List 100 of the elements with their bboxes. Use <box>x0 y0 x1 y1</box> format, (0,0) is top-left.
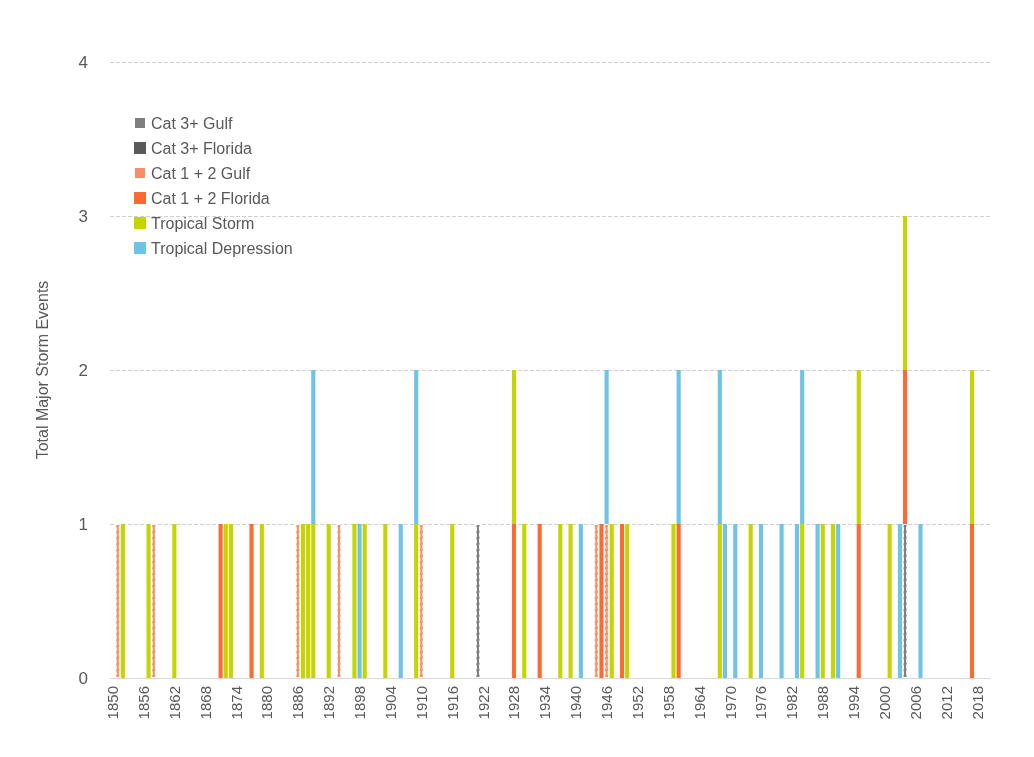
x-tick-label: 1970 <box>721 686 739 720</box>
bar <box>903 524 908 678</box>
bar <box>779 524 784 678</box>
x-tick-label: 1916 <box>443 686 461 720</box>
bar <box>362 524 367 678</box>
bar <box>151 524 156 678</box>
x-tick-label: 1904 <box>381 686 399 720</box>
bar <box>717 370 722 524</box>
bar <box>120 524 125 678</box>
bar <box>568 524 573 678</box>
bar <box>604 370 609 524</box>
x-tick-label: 1868 <box>196 686 214 720</box>
x-tick-label: 1892 <box>320 686 338 720</box>
bar <box>625 524 630 678</box>
bar <box>558 524 563 678</box>
bar <box>717 524 722 678</box>
legend-label: Cat 3+ Gulf <box>151 114 233 132</box>
x-tick-label: 1994 <box>845 686 863 720</box>
y-axis-title: Total Major Storm Events <box>33 280 51 460</box>
y-tick-label: 4 <box>78 52 88 72</box>
bar <box>115 524 120 678</box>
bar <box>794 524 800 678</box>
x-tick-label: 2006 <box>906 686 924 720</box>
bar <box>228 524 233 678</box>
legend-label: Tropical Depression <box>151 239 293 257</box>
x-tick-label: 1934 <box>536 686 554 720</box>
bar <box>511 524 517 678</box>
bar <box>604 524 609 678</box>
bar <box>969 524 975 678</box>
legend-label: Cat 3+ Florida <box>151 139 253 157</box>
x-tick-label: 1898 <box>351 686 369 720</box>
x-tick-label: 1952 <box>628 686 646 720</box>
x-tick-label: 1964 <box>690 686 708 720</box>
bar <box>383 524 388 678</box>
bar <box>820 524 825 678</box>
y-tick-label: 2 <box>78 360 88 380</box>
legend-label: Cat 1 + 2 Florida <box>151 189 270 207</box>
bar <box>969 370 975 524</box>
x-tick-label: 1910 <box>412 686 430 720</box>
x-tick-label: 1862 <box>165 686 183 720</box>
bar <box>594 524 599 678</box>
bar <box>830 524 836 678</box>
bar <box>897 524 902 678</box>
bar <box>311 370 316 524</box>
x-tick-label: 1958 <box>659 686 677 720</box>
x-tick-label: 2018 <box>968 686 986 720</box>
legend-label: Cat 1 + 2 Gulf <box>151 164 251 182</box>
x-tick-label: 1874 <box>227 686 245 720</box>
bar <box>800 370 805 524</box>
x-tick-label: 1886 <box>289 686 307 720</box>
x-tick-label: 1922 <box>474 686 492 720</box>
bar <box>398 524 403 678</box>
y-tick-label: 1 <box>78 514 88 534</box>
bar <box>414 524 419 678</box>
bar <box>522 524 527 678</box>
bar <box>748 524 753 678</box>
bar <box>671 524 676 678</box>
bar <box>295 524 300 678</box>
bar <box>903 370 908 524</box>
bar <box>218 524 223 678</box>
bar <box>856 370 861 524</box>
y-tick-label: 3 <box>78 206 88 226</box>
bar <box>758 524 764 678</box>
x-tick-label: 1946 <box>598 686 616 720</box>
x-tick-label: 1940 <box>567 686 585 720</box>
y-tick-label: 0 <box>78 668 88 688</box>
bar <box>357 524 362 678</box>
bar <box>450 524 455 678</box>
bar <box>887 524 892 678</box>
x-tick-label: 2012 <box>937 686 955 720</box>
bar <box>619 524 625 678</box>
bar <box>599 524 604 678</box>
bar <box>352 524 357 678</box>
bar <box>609 524 614 678</box>
bar <box>336 524 342 678</box>
bar <box>578 524 583 678</box>
bar <box>475 524 481 678</box>
bar <box>300 524 306 678</box>
x-tick-label: 1988 <box>814 686 832 720</box>
bar <box>676 370 681 524</box>
x-tick-label: 1982 <box>783 686 801 720</box>
bar <box>511 370 517 524</box>
bar <box>800 524 805 678</box>
bar <box>326 524 331 678</box>
bar <box>722 524 728 678</box>
bar <box>146 524 151 678</box>
bar <box>918 524 923 678</box>
bar <box>856 524 861 678</box>
x-tick-label: 1856 <box>134 686 152 720</box>
x-tick-label: 1976 <box>752 686 770 720</box>
x-tick-label: 1880 <box>258 686 276 720</box>
bar <box>836 524 841 678</box>
x-tick-label: 2000 <box>876 686 893 720</box>
bar <box>249 524 254 678</box>
x-tick-label: 1928 <box>505 686 523 720</box>
bar <box>903 216 908 370</box>
legend-label: Tropical Storm <box>151 214 255 232</box>
x-tick-label: 1850 <box>104 686 122 720</box>
bar <box>172 524 177 678</box>
bar <box>733 524 738 678</box>
